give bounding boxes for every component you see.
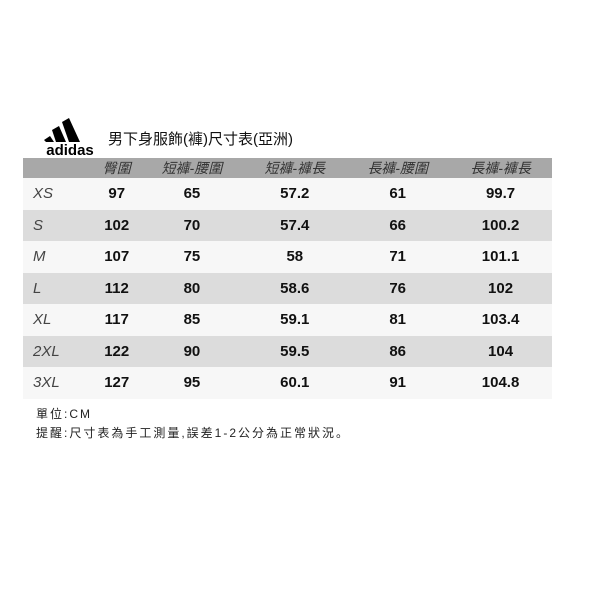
table-cell: 61 — [346, 178, 450, 210]
table-cell: 76 — [346, 272, 450, 304]
size-label: S — [23, 209, 93, 241]
table-cell: 60.1 — [243, 367, 347, 399]
table-cell: 103.4 — [449, 304, 552, 336]
table-cell: 122 — [93, 335, 141, 367]
size-label: L — [23, 272, 93, 304]
table-cell: 102 — [449, 272, 552, 304]
table-cell: 90 — [140, 335, 244, 367]
table-cell: 81 — [346, 304, 450, 336]
size-chart-table: 臀圍 短褲-腰圍 短褲-褲長 長褲-腰圍 長褲-褲長 XS 97 65 57.2 61 99.7 S… — [23, 158, 552, 399]
table-row: XS 97 65 57.2 61 99.7 — [23, 178, 552, 210]
table-row: XL 117 85 59.1 81 103.4 — [23, 304, 552, 336]
table-cell: 75 — [140, 241, 244, 273]
page-title: 男下身服飾(褲)尺寸表(亞洲) — [108, 131, 293, 148]
table-cell: 91 — [346, 367, 450, 399]
size-label: 2XL — [23, 335, 93, 367]
table-cell: 59.1 — [243, 304, 347, 336]
table-cell: 117 — [93, 304, 141, 336]
unit-note: 單位:CM — [36, 407, 92, 421]
table-row: 2XL 122 90 59.5 86 104 — [23, 335, 552, 367]
table-cell: 112 — [93, 272, 141, 304]
size-label: M — [23, 241, 93, 273]
table-cell: 95 — [140, 367, 244, 399]
column-header: 長褲-褲長 — [449, 158, 552, 178]
size-label: XS — [23, 178, 93, 210]
table-cell: 66 — [346, 209, 450, 241]
table-cell: 65 — [140, 178, 244, 210]
table-cell: 101.1 — [449, 241, 552, 273]
table-cell: 102 — [93, 209, 141, 241]
table-cell: 85 — [140, 304, 244, 336]
adidas-logo: adidas — [44, 118, 94, 156]
table-cell: 104 — [449, 335, 552, 367]
column-header: 長褲-腰圍 — [346, 158, 450, 178]
table-cell: 59.5 — [243, 335, 347, 367]
table-cell: 107 — [93, 241, 141, 273]
table-cell: 80 — [140, 272, 244, 304]
notes: 單位:CM 提醒:尺寸表為手工測量,誤差1-2公分為正常狀況。 — [36, 405, 350, 443]
table-cell: 97 — [93, 178, 141, 210]
table-cell: 70 — [140, 209, 244, 241]
table-cell: 104.8 — [449, 367, 552, 399]
table-cell: 58 — [243, 241, 347, 273]
table-row: S 102 70 57.4 66 100.2 — [23, 209, 552, 241]
size-label: 3XL — [23, 367, 93, 399]
table-row: 3XL 127 95 60.1 91 104.8 — [23, 367, 552, 399]
table-header-row: 臀圍 短褲-腰圍 短褲-褲長 長褲-腰圍 長褲-褲長 — [23, 158, 552, 178]
table-cell: 71 — [346, 241, 450, 273]
table-row: L 112 80 58.6 76 102 — [23, 272, 552, 304]
size-label: XL — [23, 304, 93, 336]
table-cell: 127 — [93, 367, 141, 399]
column-header: 臀圍 — [93, 158, 141, 178]
table-cell: 99.7 — [449, 178, 552, 210]
svg-text:adidas: adidas — [46, 142, 94, 156]
table-cell: 86 — [346, 335, 450, 367]
table-cell: 58.6 — [243, 272, 347, 304]
table-cell: 57.4 — [243, 209, 347, 241]
table-row: M 107 75 58 71 101.1 — [23, 241, 552, 273]
column-header — [23, 158, 93, 178]
table-cell: 100.2 — [449, 209, 552, 241]
column-header: 短褲-腰圍 — [140, 158, 244, 178]
table-cell: 57.2 — [243, 178, 347, 210]
measurement-note: 提醒:尺寸表為手工測量,誤差1-2公分為正常狀況。 — [36, 426, 351, 440]
column-header: 短褲-褲長 — [243, 158, 347, 178]
